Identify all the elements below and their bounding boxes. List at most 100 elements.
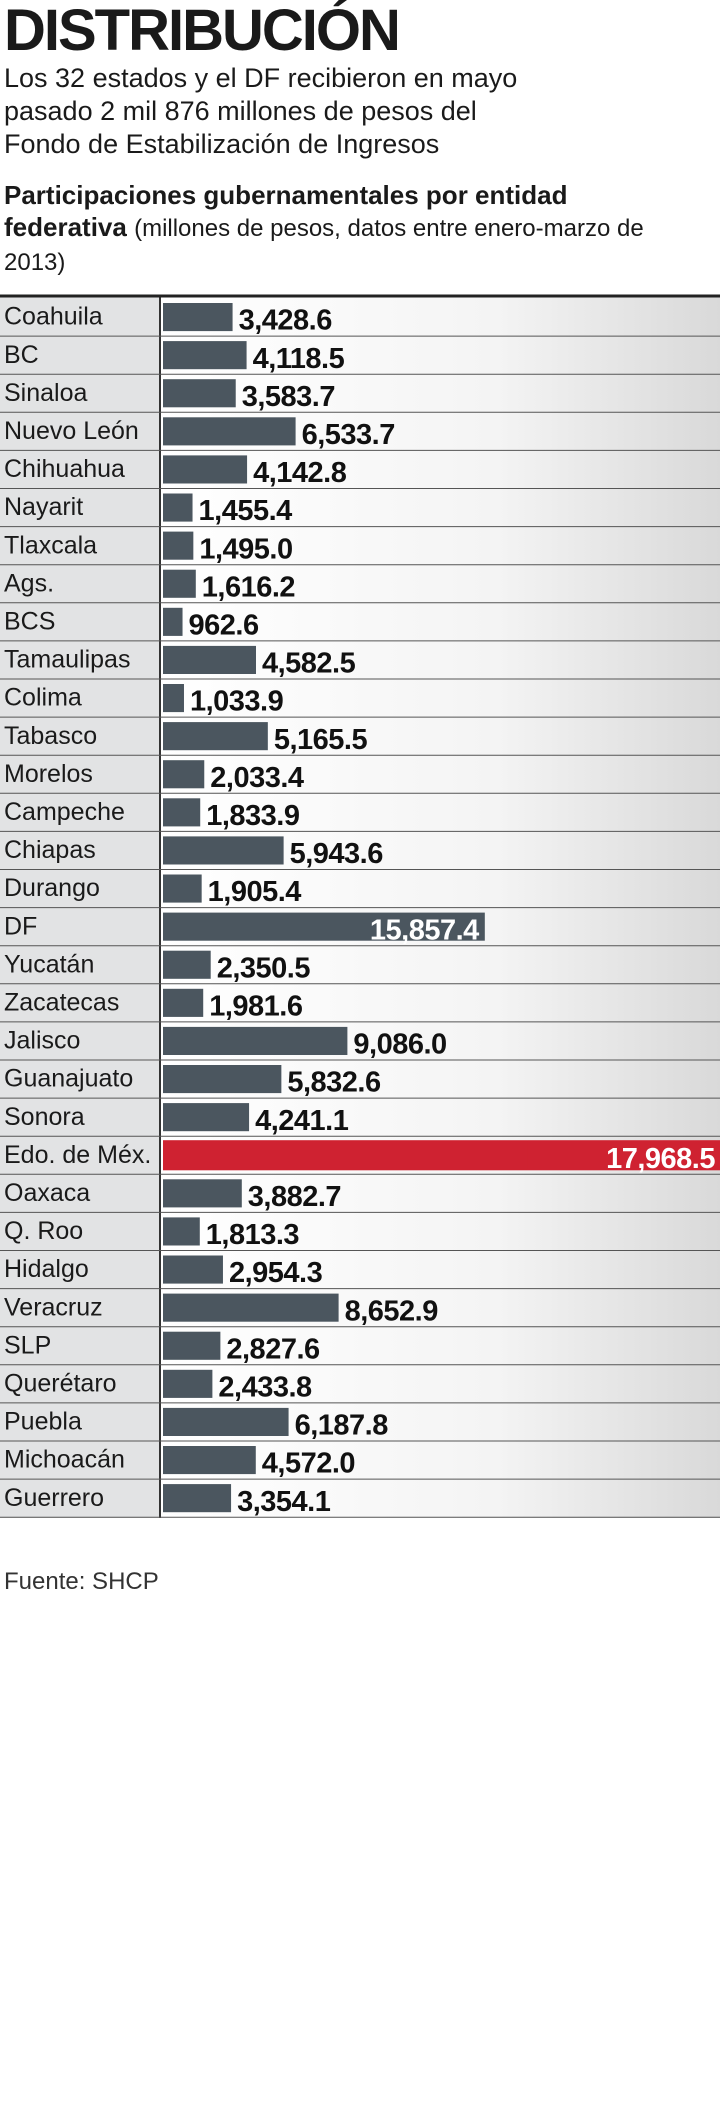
- bar: [163, 1293, 339, 1322]
- value-label: 1,033.9: [190, 686, 284, 718]
- chart-heading: Participaciones gubernamentales por enti…: [4, 179, 644, 279]
- intro-line: Fondo de Estabilización de Ingresos: [4, 129, 440, 159]
- bar: [163, 417, 296, 446]
- bar: [163, 1484, 232, 1513]
- value-label: 2,954.3: [229, 1257, 323, 1289]
- bar: [163, 1179, 242, 1208]
- bar: [163, 1217, 200, 1246]
- bar: [163, 569, 196, 598]
- value-label: 1,455.4: [199, 495, 293, 527]
- category-label: Coahuila: [4, 303, 103, 331]
- value-label: 1,495.0: [199, 533, 292, 565]
- bar: [163, 1446, 256, 1475]
- value-label: 3,583.7: [242, 381, 335, 413]
- bar: [163, 1141, 528, 1170]
- value-label: 6,187.8: [295, 1410, 389, 1442]
- value-label: 6,533.7: [302, 419, 395, 451]
- header: DISTRIBUCIÓN Los 32 estados y el DF reci…: [4, 0, 716, 279]
- category-label: Jalisco: [4, 1027, 80, 1055]
- category-label: Morelos: [4, 760, 93, 788]
- category-label: Guanajuato: [4, 1065, 133, 1093]
- category-label: Sinaloa: [4, 379, 87, 407]
- category-label: Querétaro: [4, 1369, 117, 1397]
- value-label: 3,354.1: [237, 1486, 331, 1518]
- value-label: 3,882.7: [248, 1181, 341, 1213]
- bar: [163, 1026, 348, 1055]
- value-label: 2,350.5: [217, 952, 311, 984]
- bar: [163, 684, 184, 713]
- bar: [163, 836, 284, 865]
- bar: [163, 760, 205, 789]
- bar: [163, 988, 204, 1017]
- value-label: 1,616.2: [202, 571, 295, 603]
- value-label: 17,968.5: [606, 1143, 715, 1175]
- category-label: Nuevo León: [4, 417, 139, 445]
- category-label: Durango: [4, 874, 100, 902]
- title: DISTRIBUCIÓN: [4, 0, 401, 63]
- bar: [163, 1369, 213, 1398]
- category-label: Edo. de Méx.: [4, 1141, 151, 1169]
- chart: Coahuila 3,428.6 BC 4,118.5 Sinaloa 3,583.7 Nu…: [0, 294, 720, 1518]
- value-label: 4,572.0: [262, 1448, 355, 1480]
- category-label: Michoacán: [4, 1446, 125, 1474]
- bar: [163, 379, 236, 408]
- category-label: Oaxaca: [4, 1179, 90, 1207]
- bar: [163, 303, 233, 332]
- bar: [163, 798, 201, 827]
- bar: [163, 1103, 250, 1132]
- label-column: [0, 296, 160, 1518]
- value-label: 15,857.4: [370, 914, 479, 946]
- value-label: 4,142.8: [253, 457, 347, 489]
- value-label: 1,905.4: [208, 876, 302, 908]
- value-label: 962.6: [189, 610, 259, 642]
- category-label: Veracruz: [4, 1293, 103, 1321]
- value-label: 3,428.6: [239, 305, 333, 337]
- chart-subtitle: (millones de pesos, datos entre enero-ma…: [4, 215, 644, 276]
- bar: [163, 1065, 282, 1094]
- value-label: 2,827.6: [226, 1333, 320, 1365]
- bar: [163, 341, 247, 370]
- value-label: 2,033.4: [210, 762, 304, 794]
- value-label: 1,981.6: [209, 991, 303, 1023]
- intro-line: pasado 2 mil 876 millones de pesos del: [4, 96, 477, 126]
- category-label: Yucatán: [4, 950, 94, 978]
- value-label: 8,652.9: [345, 1295, 439, 1327]
- bar: [163, 531, 194, 560]
- value-label: 5,165.5: [274, 724, 368, 756]
- category-label: Zacatecas: [4, 988, 119, 1016]
- category-label: Nayarit: [4, 493, 83, 521]
- source: Fuente: SHCP: [4, 1568, 159, 1595]
- category-label: SLP: [4, 1331, 51, 1359]
- category-label: Colima: [4, 684, 82, 712]
- value-label: 5,832.6: [287, 1067, 381, 1099]
- category-label: Hidalgo: [4, 1255, 89, 1283]
- category-label: Campeche: [4, 798, 125, 826]
- category-label: Chiapas: [4, 836, 96, 864]
- value-label: 1,833.9: [206, 800, 300, 832]
- value-label: 5,943.6: [290, 838, 384, 870]
- value-label: 1,813.3: [206, 1219, 300, 1251]
- value-label: 2,433.8: [218, 1372, 312, 1404]
- value-label: 4,582.5: [262, 648, 356, 680]
- bar: [163, 1255, 223, 1284]
- bar: [163, 1407, 289, 1436]
- category-label: DF: [4, 912, 37, 940]
- intro-line: Los 32 estados y el DF recibieron en may…: [4, 63, 518, 93]
- bar: [163, 950, 211, 979]
- category-label: Puebla: [4, 1408, 82, 1436]
- bar: [163, 645, 256, 674]
- bar: [163, 455, 248, 484]
- category-label: Tabasco: [4, 722, 97, 750]
- category-label: Chihuahua: [4, 455, 125, 483]
- value-label: 9,086.0: [353, 1029, 446, 1061]
- category-label: Sonora: [4, 1103, 85, 1131]
- value-label: 4,118.5: [253, 343, 345, 375]
- category-label: Tamaulipas: [4, 646, 130, 674]
- category-label: BC: [4, 341, 39, 369]
- category-label: BCS: [4, 607, 55, 635]
- bar: [163, 874, 202, 903]
- value-label: 4,241.1: [255, 1105, 349, 1137]
- bar: [163, 1331, 221, 1360]
- bar: [163, 493, 193, 522]
